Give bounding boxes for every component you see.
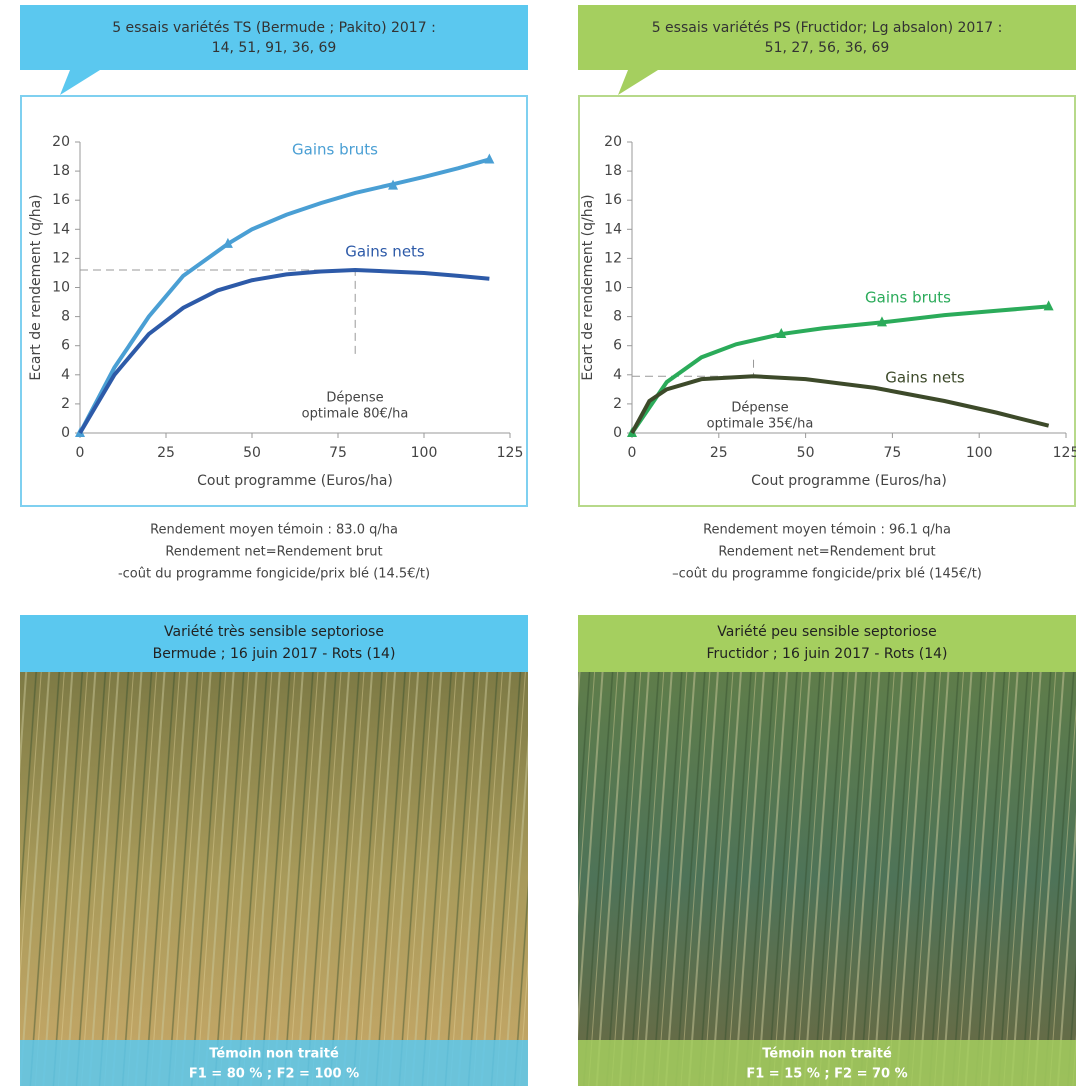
header-text: 14, 51, 91, 36, 69 [212,40,337,56]
x-tick-label: 0 [628,445,637,461]
y-tick-label: 14 [604,221,622,237]
note-text: Rendement net=Rendement brut [718,545,935,560]
y-tick-label: 18 [604,163,622,179]
optimum-annotation: Dépense [731,401,788,416]
y-tick-label: 2 [613,396,622,412]
y-tick-label: 4 [61,367,70,383]
y-tick-label: 14 [52,221,70,237]
x-axis-label: Cout programme (Euros/ha) [197,473,393,489]
y-tick-label: 8 [61,309,70,325]
note-text: Rendement net=Rendement brut [165,545,382,560]
y-tick-label: 4 [613,367,622,383]
optimum-guide [80,270,355,358]
y-tick-label: 16 [604,192,622,208]
y-axis-label: Ecart de rendement (q/ha) [580,194,596,380]
x-tick-label: 50 [243,445,261,461]
photo-right [578,672,1076,1086]
x-tick-label: 75 [329,445,347,461]
photo-header-text: Variété peu sensible septoriose [717,624,936,640]
y-tick-label: 0 [613,425,622,441]
x-tick-label: 100 [966,445,993,461]
optimum-annotation: optimale 80€/ha [302,407,409,422]
series-label: Gains nets [885,369,965,387]
series-label: Gains bruts [292,141,378,159]
photo-caption: Témoin non traité [209,1047,339,1062]
note-text: Rendement moyen témoin : 83.0 q/ha [150,523,398,538]
photo-header-text: Variété très sensible septoriose [164,624,384,640]
x-tick-label: 50 [797,445,815,461]
x-axis-label: Cout programme (Euros/ha) [751,473,947,489]
y-tick-label: 20 [52,134,70,150]
y-tick-label: 6 [613,338,622,354]
optimum-annotation: optimale 35€/ha [707,417,814,432]
chart: 0 2 4 6 8 10 12 14 16 18 20 0 25 50 75 100 125 Cout progr… [580,134,1076,489]
optimum-annotation: Dépense [326,391,383,406]
y-tick-label: 0 [61,425,70,441]
x-tick-label: 75 [883,445,901,461]
chart-frame [21,96,527,506]
header-text: 51, 27, 56, 36, 69 [765,40,890,56]
note-text: -coût du programme fongicide/prix blé (1… [118,567,430,582]
x-tick-label: 100 [411,445,438,461]
x-tick-label: 0 [76,445,85,461]
optimum-guide [632,358,754,376]
y-tick-label: 12 [52,250,70,266]
note-text: –coût du programme fongicide/prix blé (1… [672,567,982,582]
photo-caption: F1 = 15 % ; F2 = 70 % [746,1067,907,1082]
x-tick-label: 125 [1053,445,1076,461]
y-tick-label: 8 [613,309,622,325]
y-axis-label: Ecart de rendement (q/ha) [28,194,44,380]
photo-header-text: Fructidor ; 16 juin 2017 - Rots (14) [706,646,947,662]
series-line [80,159,489,433]
y-tick-label: 18 [52,163,70,179]
note-text: Rendement moyen témoin : 96.1 q/ha [703,523,951,538]
header-text: 5 essais variétés TS (Bermude ; Pakito) … [112,20,436,36]
x-tick-label: 25 [157,445,175,461]
series-line [80,270,489,433]
series-line [632,306,1049,433]
photo-header-text: Bermude ; 16 juin 2017 - Rots (14) [153,646,396,662]
infographic: 5 essais variétés TS (Bermude ; Pakito) … [0,0,1076,1086]
y-tick-label: 10 [52,280,70,296]
series-line [632,376,1049,433]
series-label: Gains bruts [865,289,951,307]
x-tick-label: 25 [710,445,728,461]
y-tick-label: 2 [61,396,70,412]
photo-caption: Témoin non traité [762,1047,892,1062]
y-tick-label: 12 [604,250,622,266]
chart-frame [579,96,1075,506]
header-text: 5 essais variétés PS (Fructidor; Lg absa… [652,20,1003,36]
series-label: Gains nets [345,243,425,261]
x-tick-label: 125 [497,445,524,461]
y-tick-label: 16 [52,192,70,208]
y-tick-label: 10 [604,280,622,296]
photo-left [20,672,528,1086]
y-tick-label: 6 [61,338,70,354]
y-tick-label: 20 [604,134,622,150]
chart: 0 2 4 6 8 10 12 14 16 18 20 0 25 50 75 100 125 Cout progr… [28,134,523,489]
photo-caption: F1 = 80 % ; F2 = 100 % [189,1067,359,1082]
